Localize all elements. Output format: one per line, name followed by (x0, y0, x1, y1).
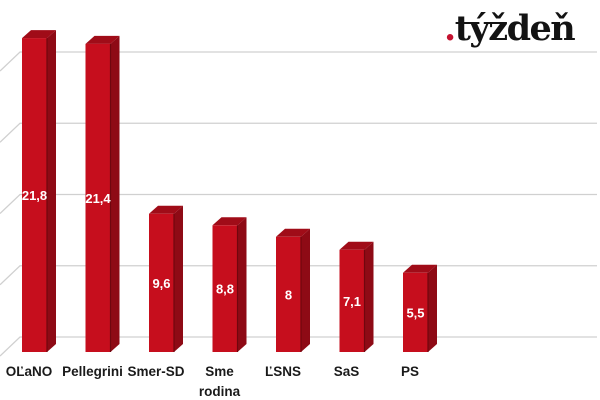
category-label: OĽaNO (6, 364, 53, 379)
bar-top-face (22, 30, 56, 39)
bar-value-label: 8 (285, 287, 292, 302)
tyzden-logo: .týždeň (444, 8, 576, 49)
bar: 21,8 (22, 30, 56, 353)
bar-front-face (339, 249, 365, 352)
bar-front-face (403, 272, 428, 352)
category-label: Pellegrini (62, 364, 123, 379)
bar-value-label: 5,5 (406, 305, 424, 320)
category-label: Sme rodina (199, 364, 241, 399)
category-label: ĽSNS (265, 364, 301, 379)
bar-front-face (85, 43, 111, 353)
bar-front-face (212, 225, 238, 352)
bar-side-face (174, 205, 183, 352)
bar: 21,4 (85, 35, 120, 353)
bar-top-face (149, 205, 183, 214)
bar-side-face (428, 264, 437, 352)
bar-value-label: 9,6 (152, 276, 170, 291)
bar-side-face (301, 228, 310, 352)
bar: 5,5 (403, 264, 437, 352)
category-label: SaS (334, 364, 360, 379)
gridline (0, 193, 597, 214)
bar-side-face (364, 241, 374, 352)
category-label: Smer-SD (127, 364, 184, 379)
bar-side-face (237, 217, 247, 352)
gridline (0, 122, 597, 143)
gridline (0, 51, 597, 72)
bar-side-face (47, 30, 56, 353)
bar-front-face (276, 236, 301, 352)
bar-side-face (110, 35, 120, 353)
logo-text: týždeň (454, 8, 576, 49)
bar-value-label: 21,4 (85, 191, 111, 206)
bar: 7,1 (339, 241, 374, 352)
bar-top-face (212, 217, 247, 226)
bar-front-face (149, 213, 174, 352)
gridline (0, 265, 597, 286)
bar-top-face (339, 241, 374, 250)
bar-top-face (85, 35, 120, 44)
bar: 9,6 (149, 205, 183, 352)
bar-front-face (22, 38, 47, 353)
bar-top-face (403, 264, 437, 273)
bar-value-label: 7,1 (343, 294, 361, 309)
bar-value-label: 21,8 (22, 188, 47, 203)
logo-dot: . (444, 8, 456, 49)
bar-top-face (276, 228, 310, 237)
category-label: PS (401, 364, 419, 379)
bar-value-label: 8,8 (216, 282, 234, 297)
bar: 8 (276, 228, 310, 352)
bar: 8,8 (212, 217, 247, 352)
